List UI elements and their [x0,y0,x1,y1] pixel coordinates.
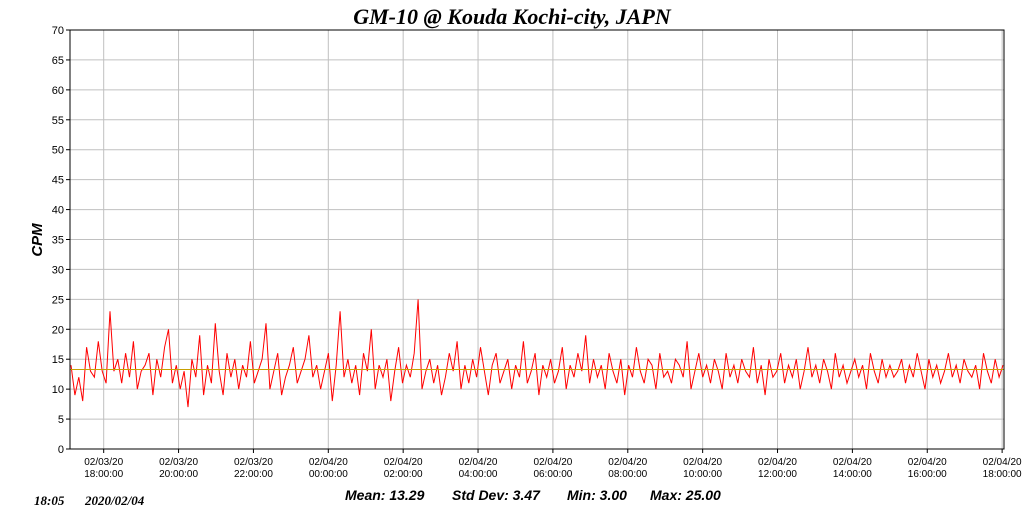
chart-title: GM-10 @ Kouda Kochi-city, JAPN [353,4,672,29]
stat-std-dev: Std Dev: 3.47 [452,487,541,503]
x-tick-date: 02/04/20 [908,457,947,468]
y-tick-label: 65 [52,55,64,67]
x-tick-time: 12:00:00 [758,469,797,480]
stat-max: Max: 25.00 [650,487,721,503]
y-tick-label: 25 [52,294,64,306]
x-tick-time: 18:00:00 [983,469,1022,480]
x-tick-time: 06:00:00 [533,469,572,480]
x-tick-date: 02/03/20 [159,457,198,468]
y-tick-label: 5 [58,414,64,426]
x-tick-date: 02/04/20 [309,457,348,468]
y-tick-label: 55 [52,115,64,127]
x-tick-date: 02/04/20 [459,457,498,468]
y-tick-label: 45 [52,175,64,187]
x-tick-time: 02:00:00 [384,469,423,480]
x-tick-time: 18:00:00 [84,469,123,480]
x-tick-date: 02/04/20 [833,457,872,468]
x-tick-time: 00:00:00 [309,469,348,480]
y-tick-label: 20 [52,324,64,336]
x-tick-time: 04:00:00 [459,469,498,480]
y-tick-label: 30 [52,264,64,276]
y-ticks: 0 5 10 15 20 25 30 35 40 45 50 55 60 65 70 [52,25,70,456]
y-tick-label: 40 [52,205,64,217]
y-axis-label: CPM [29,223,46,257]
y-tick-label: 60 [52,85,64,97]
x-tick-date: 02/04/20 [683,457,722,468]
timestamp-date: 2020/02/04 [84,493,145,508]
series-layer [70,299,1004,408]
grid [70,30,1004,449]
x-tick-time: 20:00:00 [159,469,198,480]
x-tick-time: 22:00:00 [234,469,273,480]
x-tick-date: 02/04/20 [758,457,797,468]
y-tick-label: 0 [58,444,64,456]
x-tick-date: 02/04/20 [384,457,423,468]
x-tick-date: 02/03/20 [84,457,123,468]
x-tick-time: 16:00:00 [908,469,947,480]
timestamp-time: 18:05 [34,493,65,508]
y-tick-label: 15 [52,354,64,366]
y-tick-label: 50 [52,145,64,157]
y-tick-label: 10 [52,384,64,396]
x-tick-time: 14:00:00 [833,469,872,480]
x-tick-date: 02/04/20 [983,457,1022,468]
plot-frame [69,29,1005,450]
y-tick-label: 70 [52,25,64,37]
x-tick-date: 02/04/20 [533,457,572,468]
x-tick-time: 08:00:00 [608,469,647,480]
y-tick-label: 35 [52,235,64,247]
x-tick-date: 02/03/20 [234,457,273,468]
stat-min: Min: 3.00 [567,487,627,503]
x-tick-date: 02/04/20 [608,457,647,468]
stat-mean: Mean: 13.29 [345,487,425,503]
x-tick-time: 10:00:00 [683,469,722,480]
x-ticks: 02/03/2018:00:0002/03/2020:00:0002/03/20… [84,449,1022,480]
series-line [70,299,1004,408]
